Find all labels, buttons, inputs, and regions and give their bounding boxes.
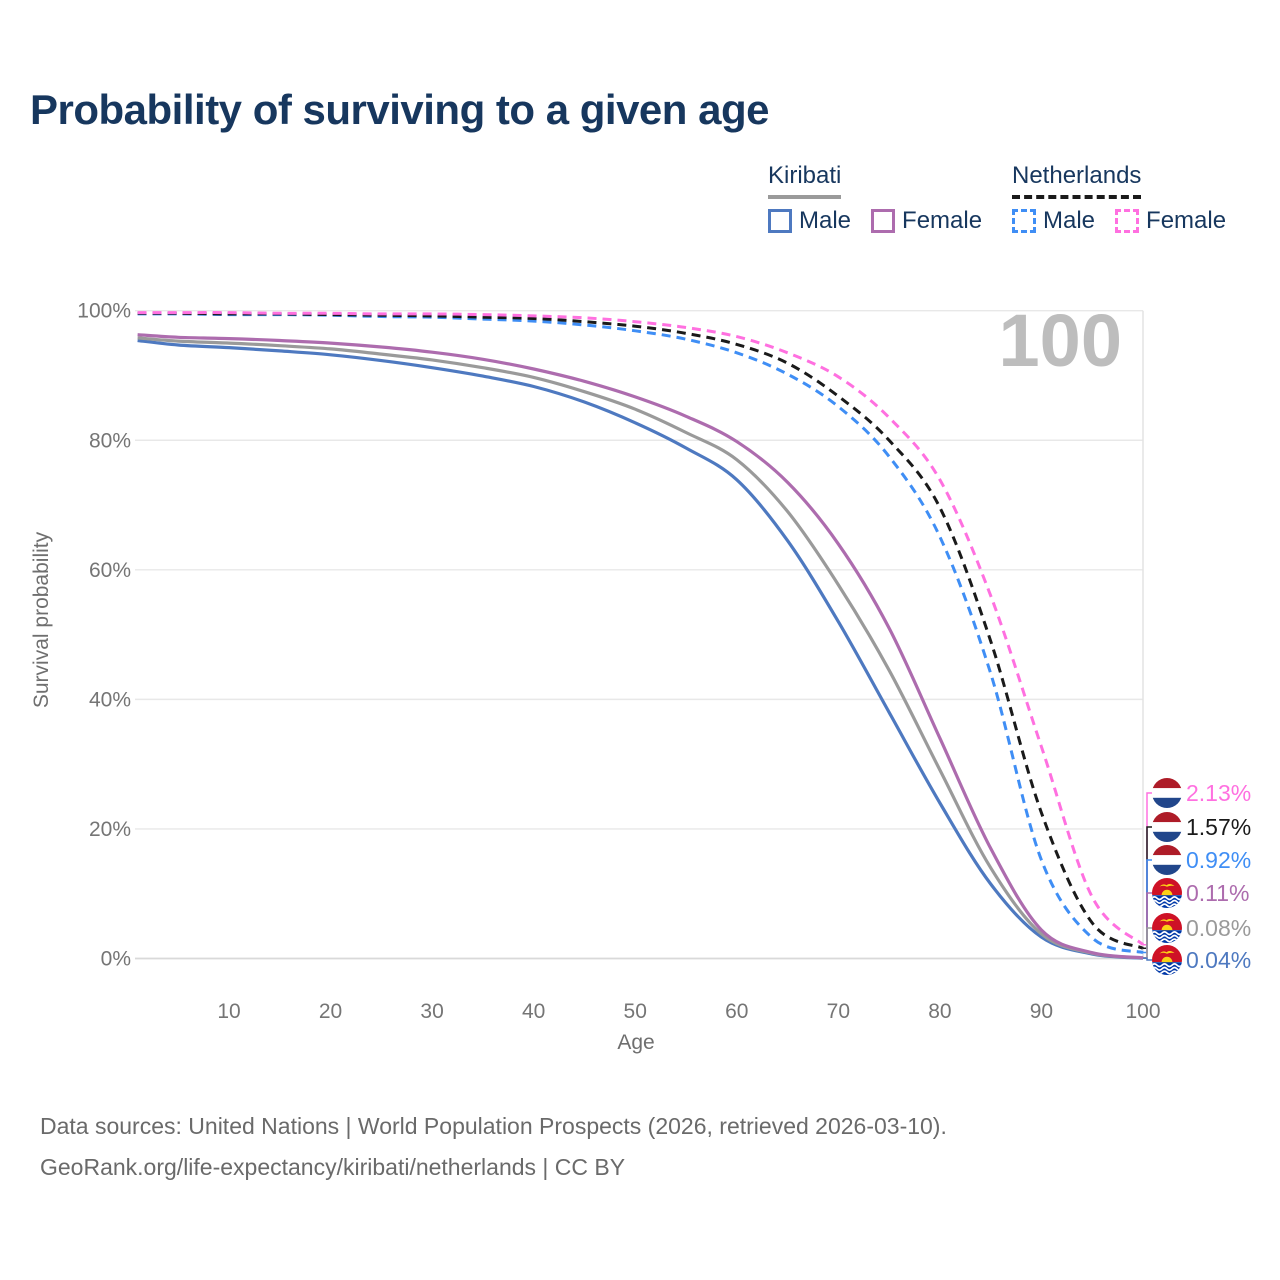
gridlines <box>135 310 1144 960</box>
legend-group-kiribati: Kiribati Male Female <box>768 162 982 235</box>
kiribati-male-checkbox-icon[interactable] <box>768 209 792 233</box>
page-title: Probability of surviving to a given age <box>30 86 769 133</box>
curve-netherlands-both-sexes[interactable] <box>137 311 1144 950</box>
connector-kiribati-male <box>1143 957 1152 961</box>
kiribati-flag-icon <box>1152 913 1182 943</box>
x-tick-label-60: 60 <box>725 1000 748 1023</box>
x-tick-label-10: 10 <box>217 1000 240 1023</box>
kiribati-flag-icon <box>1152 878 1182 908</box>
end-label-kiribati-male: 0.04% <box>1186 947 1251 973</box>
y-tick-label: 20% <box>89 818 131 841</box>
y-tick-label: 80% <box>89 429 131 452</box>
end-label-netherlands-both-sexes: 1.57% <box>1186 814 1251 840</box>
end-label-netherlands-male: 0.92% <box>1186 847 1251 873</box>
footer: Data sources: United Nations | World Pop… <box>40 1106 947 1188</box>
end-label-kiribati-both-sexes: 0.08% <box>1186 915 1251 941</box>
footer-source-link: GeoRank.org/life-expectancy/kiribati/net… <box>40 1154 626 1180</box>
legend-item-label: Female <box>902 207 983 234</box>
x-tick-label-50: 50 <box>624 1000 647 1023</box>
legend-title-netherlands: Netherlands <box>1012 162 1142 199</box>
netherlands-female-checkbox-icon[interactable] <box>1115 209 1140 233</box>
y-tick-label: 40% <box>89 688 131 711</box>
kiribati-flag-icon <box>1152 945 1182 975</box>
curve-netherlands-female[interactable] <box>137 311 1145 946</box>
netherlands-flag-icon <box>1152 778 1182 808</box>
curve-kiribati-male[interactable] <box>137 338 1144 960</box>
legend-item-kiribati-female[interactable]: Female <box>871 207 982 235</box>
end-label-netherlands-female: 2.13% <box>1186 780 1251 806</box>
end-labels: 2.13% 1.57% 0.92% 0.11% 0.08% 0.04% <box>1152 778 1251 975</box>
curve-kiribati-female[interactable] <box>137 333 1144 960</box>
netherlands-flag-icon <box>1152 845 1182 875</box>
age-counter-watermark: 100 <box>999 299 1122 382</box>
netherlands-male-checkbox-icon[interactable] <box>1012 209 1036 233</box>
survival-curves <box>137 311 1145 960</box>
kiribati-female-checkbox-icon[interactable] <box>871 209 896 233</box>
legend-item-netherlands-female[interactable]: Female <box>1115 207 1226 235</box>
legend-group-netherlands: Netherlands Male Female <box>1012 162 1226 235</box>
x-tick-label-80: 80 <box>928 1000 951 1023</box>
legend-item-kiribati-male[interactable]: Male <box>768 207 851 235</box>
connector-kiribati-both-sexes <box>1143 927 1152 959</box>
legend-item-label: Male <box>799 207 852 234</box>
y-axis-ticks: 0% 20% 40% 60% 80% 100% <box>77 300 131 971</box>
x-tick-label-40: 40 <box>522 1000 545 1023</box>
end-label-kiribati-female: 0.11% <box>1186 880 1250 906</box>
x-axis-ticks: 10 20 30 40 50 60 70 80 90 100 <box>217 1000 1160 1023</box>
y-tick-label: 60% <box>89 559 131 582</box>
footer-data-sources: Data sources: United Nations | World Pop… <box>40 1113 947 1139</box>
y-axis-label: Survival probability <box>30 531 53 708</box>
y-tick-label: 100% <box>77 300 131 323</box>
x-tick-label-100: 100 <box>1125 1000 1160 1023</box>
x-tick-label-90: 90 <box>1030 1000 1053 1023</box>
legend-title-kiribati: Kiribati <box>768 162 842 199</box>
x-tick-label-20: 20 <box>319 1000 342 1023</box>
x-tick-label-30: 30 <box>420 1000 443 1023</box>
legend-item-label: Female <box>1146 207 1227 234</box>
x-axis-label: Age <box>617 1031 654 1054</box>
legend-item-netherlands-male[interactable]: Male <box>1012 207 1095 235</box>
x-tick-label-70: 70 <box>827 1000 850 1023</box>
y-tick-label: 0% <box>101 948 131 971</box>
legend-item-label: Male <box>1043 207 1096 234</box>
netherlands-flag-icon <box>1152 812 1182 842</box>
end-label-connectors <box>1143 792 1152 961</box>
curve-kiribati-both-sexes[interactable] <box>137 336 1144 960</box>
